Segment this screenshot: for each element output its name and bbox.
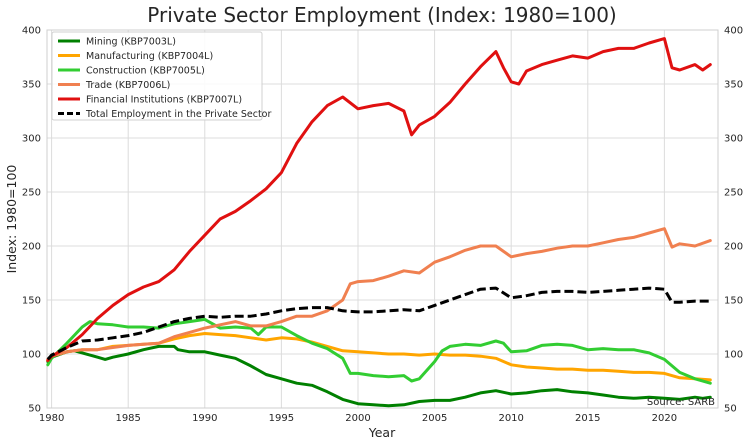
y-tick-label-left: 150 bbox=[22, 296, 41, 307]
legend-label: Mining (KBP7003L) bbox=[86, 37, 176, 48]
legend-label: Total Employment in the Private Sector bbox=[85, 109, 271, 120]
y-tick-label-left: 400 bbox=[22, 26, 41, 37]
legend-label: Construction (KBP7005L) bbox=[86, 66, 205, 77]
y-tick-label-right: 400 bbox=[724, 26, 743, 37]
x-tick-label: 2015 bbox=[575, 413, 600, 424]
x-axis: 1980 1985 1990 1995 2000 2005 2010 2015 2020 bbox=[39, 413, 677, 424]
x-tick-label: 2010 bbox=[498, 413, 523, 424]
series-line bbox=[46, 317, 712, 385]
y-tick-label-right: 100 bbox=[724, 350, 743, 361]
y-tick-label-left: 250 bbox=[22, 188, 41, 199]
series-line bbox=[46, 344, 712, 408]
x-tick-label: 1985 bbox=[115, 413, 140, 424]
y-tick-label-left: 200 bbox=[22, 242, 41, 253]
source-note: Source: SARB bbox=[647, 397, 715, 408]
x-tick-label: 1990 bbox=[192, 413, 217, 424]
x-tick-label: 2000 bbox=[345, 413, 370, 424]
x-tick-label: 1995 bbox=[269, 413, 294, 424]
series-lines bbox=[46, 37, 712, 408]
legend-box bbox=[51, 31, 263, 121]
y-tick-label-left: 100 bbox=[22, 350, 41, 361]
y-tick-label-left: 300 bbox=[22, 134, 41, 145]
y-tick-label-right: 150 bbox=[724, 296, 743, 307]
y-axis-right: 50 100 150 200 250 300 350 400 bbox=[724, 26, 743, 415]
y-tick-label-left: 50 bbox=[28, 404, 41, 415]
y-tick-label-left: 350 bbox=[22, 80, 41, 91]
x-tick-label: 2020 bbox=[652, 413, 677, 424]
x-axis-label: Year bbox=[368, 425, 396, 440]
y-tick-label-right: 350 bbox=[724, 80, 743, 91]
x-tick-label: 2005 bbox=[422, 413, 447, 424]
y-axis-left: 50 100 150 200 250 300 350 400 bbox=[22, 26, 41, 415]
series-line bbox=[46, 227, 712, 361]
legend-label: Financial Institutions (KBP7007L) bbox=[86, 95, 242, 106]
y-tick-label-right: 300 bbox=[724, 134, 743, 145]
chart-title: Private Sector Employment (Index: 1980=1… bbox=[147, 3, 616, 27]
legend-label: Manufacturing (KBP7004L) bbox=[86, 51, 213, 62]
series-line bbox=[46, 286, 711, 361]
series-line bbox=[46, 37, 712, 362]
legend: Mining (KBP7003L) Manufacturing (KBP7004L… bbox=[51, 31, 271, 121]
y-axis-label: Index: 1980=100 bbox=[4, 165, 19, 274]
y-tick-label-right: 50 bbox=[724, 404, 737, 415]
y-tick-label-right: 200 bbox=[724, 242, 743, 253]
x-tick-label: 1980 bbox=[39, 413, 64, 424]
plot-frame bbox=[46, 29, 719, 409]
legend-label: Trade (KBP7006L) bbox=[85, 80, 170, 91]
y-tick-label-right: 250 bbox=[724, 188, 743, 199]
